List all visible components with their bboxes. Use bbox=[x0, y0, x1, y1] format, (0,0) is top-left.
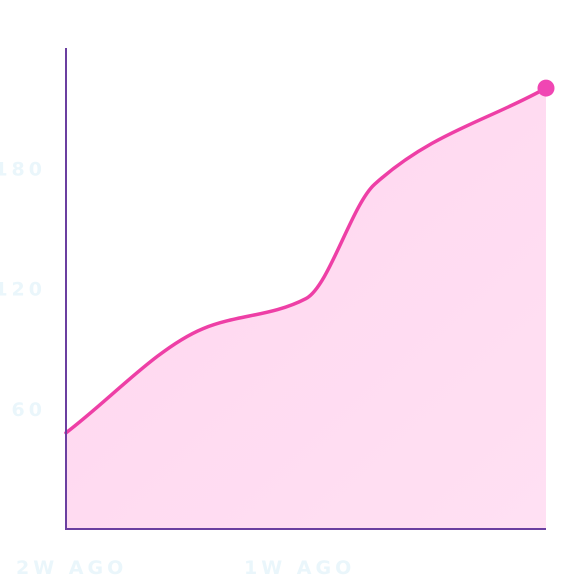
series-line bbox=[64, 86, 548, 435]
x-tick-label: 1W AGO bbox=[244, 557, 355, 576]
y-tick-label: 120 bbox=[0, 279, 46, 301]
y-tick-label: 180 bbox=[0, 158, 46, 180]
x-tick-label: 2W AGO bbox=[16, 557, 127, 576]
series-area bbox=[66, 88, 546, 529]
y-tick-label: 60 bbox=[12, 399, 46, 421]
endpoint-marker[interactable] bbox=[537, 79, 555, 97]
